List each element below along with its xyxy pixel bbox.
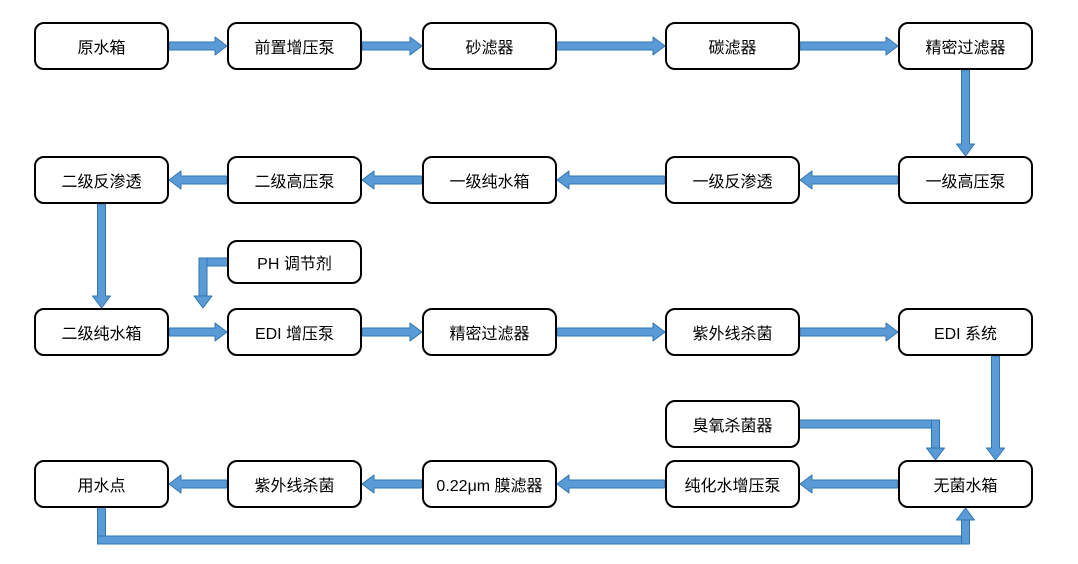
node-label: 一级高压泵	[925, 168, 1005, 192]
node-n22: 用水点	[34, 460, 169, 508]
node-label: 0.22μm 膜滤器	[436, 472, 542, 496]
node-n14: 精密过滤器	[422, 308, 557, 356]
node-label: EDI 系统	[934, 320, 997, 344]
node-n1: 原水箱	[34, 22, 169, 70]
node-label: 二级高压泵	[254, 168, 334, 192]
node-label: 紫外线杀菌	[254, 472, 334, 496]
node-label: 一级纯水箱	[449, 168, 529, 192]
node-n8: 一级纯水箱	[422, 156, 557, 204]
node-label: 一级反渗透	[692, 168, 772, 192]
node-n12: 二级纯水箱	[34, 308, 169, 356]
node-n11: PH 调节剂	[227, 240, 362, 284]
node-n21: 紫外线杀菌	[227, 460, 362, 508]
node-n17: 臭氧杀菌器	[665, 400, 800, 448]
node-n13: EDI 增压泵	[227, 308, 362, 356]
node-label: 用水点	[77, 472, 125, 496]
node-label: 碳滤器	[708, 34, 756, 58]
node-label: 无菌水箱	[933, 472, 997, 496]
node-n20: 0.22μm 膜滤器	[422, 460, 557, 508]
node-n3: 砂滤器	[422, 22, 557, 70]
node-label: 砂滤器	[465, 34, 513, 58]
node-n10: 二级反渗透	[34, 156, 169, 204]
node-label: 精密过滤器	[925, 34, 1005, 58]
node-n5: 精密过滤器	[898, 22, 1033, 70]
node-label: 紫外线杀菌	[692, 320, 772, 344]
node-n2: 前置增压泵	[227, 22, 362, 70]
flowchart-canvas: 原水箱前置增压泵砂滤器碳滤器精密过滤器一级高压泵一级反渗透一级纯水箱二级高压泵二…	[0, 0, 1078, 564]
node-label: PH 调节剂	[257, 250, 332, 274]
node-n9: 二级高压泵	[227, 156, 362, 204]
node-n4: 碳滤器	[665, 22, 800, 70]
node-label: 原水箱	[77, 34, 125, 58]
node-n16: EDI 系统	[898, 308, 1033, 356]
node-label: 二级纯水箱	[61, 320, 141, 344]
node-label: 精密过滤器	[449, 320, 529, 344]
node-n6: 一级高压泵	[898, 156, 1033, 204]
node-label: 臭氧杀菌器	[692, 412, 772, 436]
node-n19: 纯化水增压泵	[665, 460, 800, 508]
node-label: 纯化水增压泵	[684, 472, 780, 496]
node-label: EDI 增压泵	[255, 320, 334, 344]
node-n18: 无菌水箱	[898, 460, 1033, 508]
node-label: 二级反渗透	[61, 168, 141, 192]
node-label: 前置增压泵	[254, 34, 334, 58]
node-n7: 一级反渗透	[665, 156, 800, 204]
node-n15: 紫外线杀菌	[665, 308, 800, 356]
